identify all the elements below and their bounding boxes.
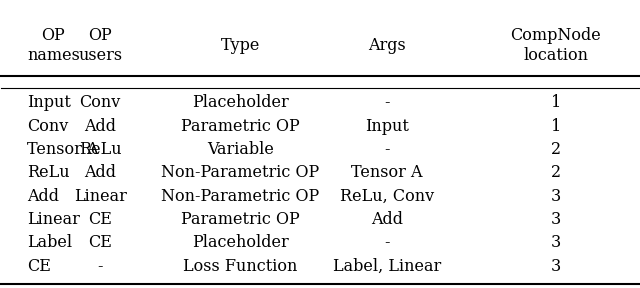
Text: Type: Type	[221, 37, 260, 54]
Text: Non-Parametric OP: Non-Parametric OP	[161, 164, 319, 181]
Text: CE: CE	[27, 258, 51, 275]
Text: OP
names: OP names	[27, 27, 80, 64]
Text: 3: 3	[550, 234, 561, 251]
Text: Tensor A: Tensor A	[27, 141, 99, 158]
Text: Label: Label	[27, 234, 72, 251]
Text: Parametric OP: Parametric OP	[181, 211, 300, 228]
Text: -: -	[384, 141, 390, 158]
Text: Input: Input	[365, 118, 409, 134]
Text: 3: 3	[550, 258, 561, 275]
Text: Conv: Conv	[79, 94, 121, 111]
Text: Loss Function: Loss Function	[183, 258, 298, 275]
Text: Linear: Linear	[74, 188, 127, 205]
Text: ReLu: ReLu	[27, 164, 70, 181]
Text: ReLu, Conv: ReLu, Conv	[340, 188, 434, 205]
Text: 2: 2	[550, 141, 561, 158]
Text: Add: Add	[84, 164, 116, 181]
Text: Placeholder: Placeholder	[192, 234, 289, 251]
Text: Add: Add	[84, 118, 116, 134]
Text: 1: 1	[550, 94, 561, 111]
Text: Add: Add	[27, 188, 59, 205]
Text: Label, Linear: Label, Linear	[333, 258, 441, 275]
Text: Input: Input	[27, 94, 71, 111]
Text: 2: 2	[550, 164, 561, 181]
Text: Parametric OP: Parametric OP	[181, 118, 300, 134]
Text: Conv: Conv	[27, 118, 68, 134]
Text: 3: 3	[550, 188, 561, 205]
Text: CompNode
location: CompNode location	[510, 27, 601, 64]
Text: Variable: Variable	[207, 141, 274, 158]
Text: Placeholder: Placeholder	[192, 94, 289, 111]
Text: ReLu: ReLu	[79, 141, 122, 158]
Text: CE: CE	[88, 211, 112, 228]
Text: Linear: Linear	[27, 211, 80, 228]
Text: Add: Add	[371, 211, 403, 228]
Text: 1: 1	[550, 118, 561, 134]
Text: Non-Parametric OP: Non-Parametric OP	[161, 188, 319, 205]
Text: Args: Args	[368, 37, 406, 54]
Text: -: -	[384, 234, 390, 251]
Text: -: -	[384, 94, 390, 111]
Text: -: -	[97, 258, 103, 275]
Text: Tensor A: Tensor A	[351, 164, 422, 181]
Text: OP
users: OP users	[78, 27, 122, 64]
Text: CE: CE	[88, 234, 112, 251]
Text: 3: 3	[550, 211, 561, 228]
